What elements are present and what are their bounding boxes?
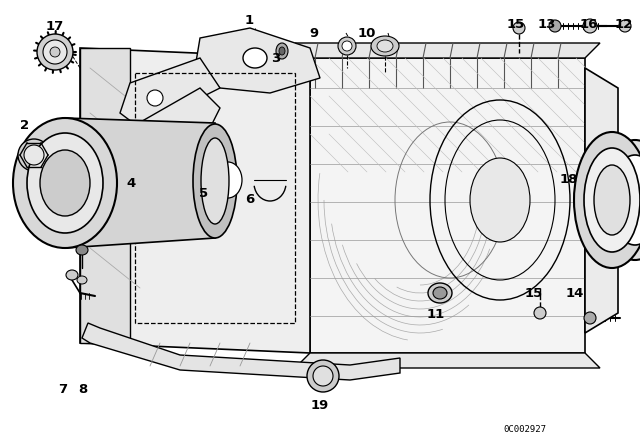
Polygon shape: [295, 43, 600, 58]
Ellipse shape: [37, 34, 73, 70]
Text: 17: 17: [45, 20, 63, 34]
Polygon shape: [65, 118, 215, 248]
Text: 7: 7: [58, 383, 67, 396]
Ellipse shape: [279, 47, 285, 55]
Ellipse shape: [549, 20, 561, 32]
Ellipse shape: [513, 22, 525, 34]
Ellipse shape: [534, 307, 546, 319]
Ellipse shape: [40, 150, 90, 216]
Ellipse shape: [193, 124, 237, 238]
Text: 8: 8: [79, 383, 88, 396]
Text: 2: 2: [20, 119, 29, 132]
Ellipse shape: [600, 140, 640, 260]
Text: 14: 14: [566, 287, 584, 300]
Polygon shape: [82, 323, 400, 380]
Ellipse shape: [18, 139, 50, 171]
Text: 10: 10: [358, 27, 376, 40]
Ellipse shape: [338, 37, 356, 55]
Polygon shape: [295, 353, 600, 368]
Text: 15: 15: [525, 287, 543, 300]
Ellipse shape: [43, 40, 67, 64]
Text: 11: 11: [426, 308, 444, 321]
Text: 9: 9: [309, 27, 318, 40]
Polygon shape: [80, 48, 310, 353]
Ellipse shape: [214, 162, 242, 198]
Text: 16: 16: [580, 18, 598, 31]
Text: 1: 1: [245, 13, 254, 27]
Ellipse shape: [377, 40, 393, 52]
Ellipse shape: [50, 47, 60, 57]
Polygon shape: [120, 58, 220, 128]
Text: 12: 12: [615, 18, 633, 31]
Text: 0C002927: 0C002927: [503, 425, 547, 434]
Ellipse shape: [313, 366, 333, 386]
Polygon shape: [80, 48, 130, 343]
Text: 19: 19: [311, 399, 329, 412]
Ellipse shape: [584, 148, 640, 252]
Ellipse shape: [584, 312, 596, 324]
Text: 3: 3: [271, 52, 280, 65]
Ellipse shape: [76, 245, 88, 255]
Text: 5: 5: [199, 187, 208, 200]
Ellipse shape: [147, 90, 163, 106]
Text: 4: 4: [127, 177, 136, 190]
Polygon shape: [310, 58, 585, 353]
Ellipse shape: [594, 165, 630, 235]
Polygon shape: [585, 68, 618, 333]
Ellipse shape: [77, 276, 87, 284]
Ellipse shape: [619, 20, 631, 32]
Ellipse shape: [583, 19, 597, 33]
Ellipse shape: [13, 118, 117, 248]
Text: 13: 13: [538, 18, 556, 31]
Ellipse shape: [201, 138, 229, 224]
Polygon shape: [195, 28, 320, 93]
Ellipse shape: [342, 41, 352, 51]
Ellipse shape: [307, 360, 339, 392]
Ellipse shape: [66, 270, 78, 280]
Ellipse shape: [574, 132, 640, 268]
Ellipse shape: [470, 158, 530, 242]
Ellipse shape: [610, 155, 640, 245]
Ellipse shape: [276, 43, 288, 59]
Ellipse shape: [27, 133, 103, 233]
Text: 15: 15: [507, 18, 525, 31]
Ellipse shape: [243, 48, 267, 68]
Text: 6: 6: [245, 193, 254, 206]
Ellipse shape: [433, 287, 447, 299]
Ellipse shape: [428, 283, 452, 303]
Polygon shape: [125, 88, 220, 163]
Text: 18: 18: [559, 172, 577, 186]
Ellipse shape: [24, 145, 44, 165]
Ellipse shape: [371, 36, 399, 56]
